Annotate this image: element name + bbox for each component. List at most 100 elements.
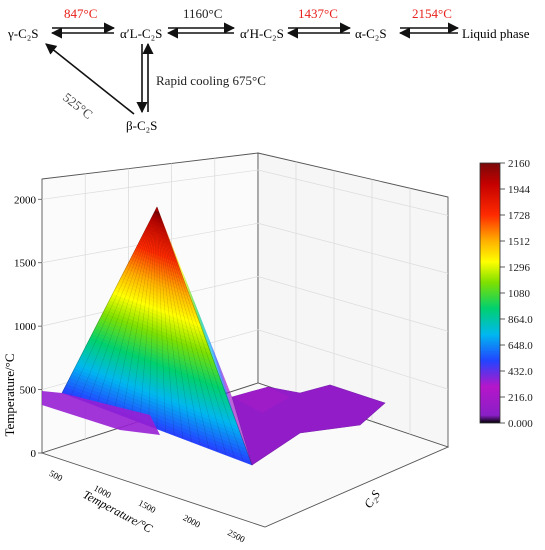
surface-band [197, 308, 210, 349]
surface-band [214, 352, 232, 410]
x-axis-label: Temperature/°C [81, 487, 156, 536]
surface-band [173, 248, 180, 268]
surface-band [219, 365, 238, 427]
surface-left-wedge [42, 391, 160, 435]
temperature-surface-chart: 0 500 1000 1500 2000 Temperature/°C 500 1000 1… [2, 152, 533, 545]
surface-band [185, 279, 195, 311]
colorbar [479, 162, 501, 424]
transition-rapid-cooling-label: Rapid cooling 675°C [156, 73, 266, 88]
z-tick-label: 0 [31, 448, 37, 460]
surface-band [199, 314, 213, 358]
colorbar-ticks: 2160 1944 1728 1512 1296 1080 864.0 648.0 432.0 2… [500, 158, 533, 430]
surface-mesh-line [113, 211, 157, 413]
surface-band [195, 305, 208, 345]
surface-band [170, 241, 176, 259]
transition-2154-label: 2154°C [412, 6, 452, 21]
z-axis-ticks: 0 500 1000 1500 2000 [14, 194, 42, 460]
surface-band [164, 226, 169, 238]
surface-band [168, 235, 173, 250]
colorbar-tick-label: 1296 [508, 262, 531, 274]
surface-mesh-line [79, 210, 156, 400]
surface-mesh-line [158, 211, 227, 456]
phase-alpha-h-c2s: α′H-C₂S [240, 26, 284, 41]
surface-mesh-line [87, 210, 156, 403]
surface-band [193, 298, 205, 336]
surface-band [178, 260, 186, 285]
transition-525-label: 525°C [60, 90, 96, 122]
surface-mesh-line [157, 211, 210, 449]
surface-band [182, 270, 191, 298]
surface-band [157, 207, 159, 212]
surface-mesh-line [96, 210, 157, 407]
surface-flat-region [232, 387, 290, 413]
surface-mesh-line [148, 211, 158, 426]
surface-band [217, 359, 235, 418]
colorbar-tick-label: 864.0 [508, 314, 533, 326]
surface-band [220, 368, 240, 431]
surface-band [208, 336, 224, 388]
surface-band [174, 251, 181, 272]
arrow-beta-gamma [45, 43, 135, 115]
surface-band [210, 343, 227, 397]
colorbar-tick-label: 216.0 [508, 392, 533, 404]
arrow-alpha-h-alpha [286, 22, 352, 39]
surface-band [155, 206, 160, 212]
arrow-alpha-l-alpha-h [166, 22, 236, 39]
surface-mesh-line [157, 211, 218, 452]
surface-band [160, 216, 164, 225]
surface-band [167, 232, 172, 246]
surface-band [194, 302, 207, 341]
surface-band [177, 257, 184, 281]
surface-mesh-line [70, 210, 156, 397]
surface-mesh-line [130, 211, 157, 420]
arrow-alpha-liquid [398, 22, 460, 39]
colorbar-tick-label: 1944 [508, 184, 531, 196]
surface-band [200, 317, 214, 362]
surface-band [189, 289, 200, 324]
y-axis-label: C₂S [361, 488, 383, 511]
surface-band [190, 292, 202, 328]
z-tick-label: 1500 [14, 258, 37, 270]
z-tick-label: 2000 [14, 194, 37, 206]
surface-band [203, 324, 218, 371]
surface-band [188, 286, 199, 319]
surface-band [183, 273, 192, 302]
colorbar-tick-label: 1512 [508, 236, 530, 248]
surface-band [184, 276, 194, 306]
surface-mesh-line [122, 211, 157, 416]
phase-transformation-scheme: γ-C₂S α′L-C₂S α′H-C₂S α-C₂S Liquid phase… [7, 6, 530, 133]
surface-band [202, 321, 216, 367]
surface-band [229, 390, 251, 461]
surface-mesh-line [158, 212, 244, 462]
surface-band [172, 245, 178, 263]
surface-mesh-line [157, 211, 201, 446]
surface-mesh-line [104, 210, 157, 410]
phase-beta-c2s: β-C₂S [126, 118, 157, 133]
surface-band [212, 346, 229, 401]
colorbar-tick-label: 648.0 [508, 340, 533, 352]
phase-liquid: Liquid phase [462, 26, 530, 41]
transition-847-label: 847°C [64, 6, 97, 21]
phase-gamma-c2s: γ-C₂S [7, 26, 39, 41]
colorbar-tick-label: 1728 [508, 210, 531, 222]
transition-1437-label: 1437°C [298, 6, 338, 21]
colorbar-tick-label: 432.0 [508, 366, 533, 378]
surface-band [224, 378, 245, 444]
colorbar-tick-label: 2160 [508, 158, 531, 170]
surface-band [162, 219, 165, 229]
arrow-alpha-l-beta [136, 42, 154, 114]
x-tick-label: 500 [48, 468, 65, 483]
surface-mesh-line [157, 211, 175, 436]
surface-band [187, 283, 197, 315]
surface-band [165, 229, 170, 242]
colorbar-tick-label: 1080 [508, 288, 531, 300]
surface-band [209, 340, 226, 392]
surface-band [198, 311, 211, 354]
surface-band [215, 355, 233, 414]
surface-band [179, 264, 188, 289]
surface-band [180, 267, 189, 293]
x-tick-label: 2500 [226, 527, 247, 545]
surface-band [204, 327, 219, 375]
transition-1160-label: 1160°C [183, 6, 222, 21]
surface-band [225, 381, 246, 448]
